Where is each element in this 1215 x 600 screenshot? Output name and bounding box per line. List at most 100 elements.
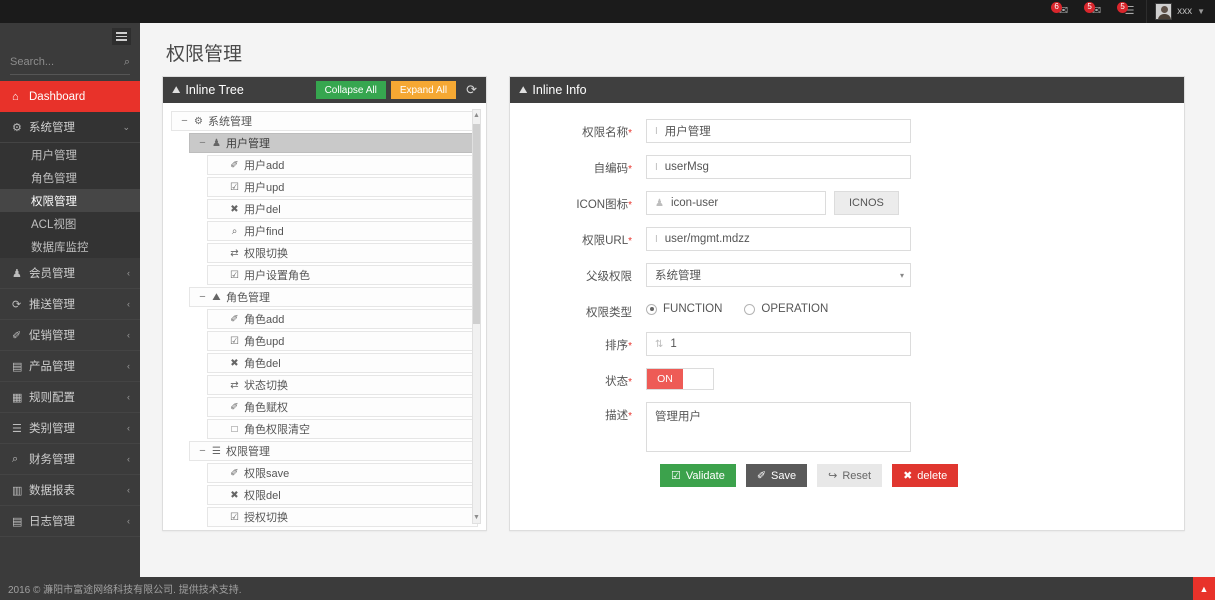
tree-node[interactable]: □ 角色权限清空 xyxy=(207,419,478,439)
tree-node[interactable]: − ☰ 权限管理 xyxy=(189,441,478,461)
tree-node[interactable]: − ⚙ 系统管理 xyxy=(171,111,478,131)
tree-node[interactable]: ⇄ 权限切换 xyxy=(207,243,478,263)
notification-badge: 6 xyxy=(1051,2,1063,13)
icon-input[interactable] xyxy=(670,197,825,209)
label-url: 权限URL* xyxy=(510,227,646,248)
tree-node[interactable]: − ⛰ 角色管理 xyxy=(189,287,478,307)
icnos-button[interactable]: ICNOS xyxy=(834,191,899,215)
tree-node[interactable]: ☑ 用户upd xyxy=(207,177,478,197)
tree-toggle-icon[interactable]: − xyxy=(199,445,206,457)
sidebar-subitem-1[interactable]: 角色管理 xyxy=(31,172,77,185)
label-status: 状态* xyxy=(510,368,646,389)
sort-field[interactable]: ⇅ xyxy=(646,332,911,356)
sidebar-subitem-2[interactable]: 权限管理 xyxy=(0,189,140,212)
tree-node[interactable]: ☑ 角色upd xyxy=(207,331,478,351)
sidebar-item-9[interactable]: ▥ 数据报表 ‹ xyxy=(0,475,140,506)
code-input[interactable] xyxy=(664,161,902,173)
expand-all-button[interactable]: Expand All xyxy=(390,81,457,99)
sidebar-item-3[interactable]: ⟳ 推送管理 ‹ xyxy=(0,289,140,320)
sidebar-item-4[interactable]: ✐ 促销管理 ‹ xyxy=(0,320,140,351)
scroll-up-icon[interactable]: ▲ xyxy=(473,112,480,119)
tree-node[interactable]: ✐ 权限save xyxy=(207,463,478,483)
tree-scrollbar[interactable]: ▲ ▼ xyxy=(472,109,481,524)
sidebar-item-0[interactable]: ⌂ Dashboard xyxy=(0,81,140,112)
hamburger-icon[interactable] xyxy=(112,28,131,45)
permission-type-radio-group: FUNCTION OPERATION xyxy=(646,299,828,315)
tree-toggle-icon[interactable]: − xyxy=(199,291,206,303)
tree-node[interactable]: ⇄ 状态切换 xyxy=(207,375,478,395)
sidebar-subitem-4[interactable]: 数据库监控 xyxy=(31,241,89,254)
tree-node[interactable]: ✖ 用户del xyxy=(207,199,478,219)
tree-node[interactable]: − ♟ 用户管理 xyxy=(189,133,478,153)
url-field[interactable]: I xyxy=(646,227,911,251)
chevron-icon: ‹ xyxy=(127,454,130,464)
sidebar-subitem-0[interactable]: 用户管理 xyxy=(31,149,77,162)
delete-button[interactable]: ✖ delete xyxy=(892,464,959,487)
bell-icon[interactable]: ✉ 5 xyxy=(1080,0,1113,23)
field-row-code: 自编码* I xyxy=(510,155,1184,179)
sidebar-item-6[interactable]: ▦ 规则配置 ‹ xyxy=(0,382,140,413)
scroll-down-icon[interactable]: ▼ xyxy=(473,514,480,521)
search-icon[interactable]: ⌕ xyxy=(123,55,130,68)
name-field[interactable]: I xyxy=(646,119,911,143)
user-menu[interactable]: xxx ▼ xyxy=(1146,0,1215,23)
tree-node-label: 权限del xyxy=(244,490,281,502)
tree-node-label: 用户find xyxy=(244,226,284,238)
scrollbar-thumb[interactable] xyxy=(473,124,480,324)
label-type: 权限类型 xyxy=(510,299,646,320)
description-textarea[interactable] xyxy=(646,402,911,452)
sidebar-item-icon: ▦ xyxy=(12,391,23,404)
sidebar-item-2[interactable]: ♟ 会员管理 ‹ xyxy=(0,258,140,289)
save-button[interactable]: ✐ Save xyxy=(745,464,808,487)
tree-node-icon: ✖ xyxy=(230,203,239,215)
reset-button[interactable]: ↪ Reset xyxy=(817,464,883,487)
url-input[interactable] xyxy=(664,233,902,245)
icon-field[interactable]: ♟ xyxy=(646,191,826,215)
sidebar-item-7[interactable]: ☰ 类别管理 ‹ xyxy=(0,413,140,444)
envelope-icon[interactable]: ✉ 6 xyxy=(1047,0,1080,23)
reset-label: Reset xyxy=(842,469,872,482)
sort-input[interactable] xyxy=(670,338,902,350)
top-bar-icons: ✉ 6 ✉ 5 ☰ 5 xyxy=(1047,0,1146,23)
tree-node[interactable]: ✖ 权限del xyxy=(207,485,478,505)
tree-node-label: 角色upd xyxy=(244,336,285,348)
tree-node-icon: ☰ xyxy=(212,445,221,457)
search-input[interactable] xyxy=(10,56,110,68)
label-sort: 排序* xyxy=(510,332,646,353)
envelope-icon-glyph: ✉ xyxy=(1058,5,1069,17)
tree-node[interactable]: ⌕ 用户find xyxy=(207,221,478,241)
tree-node-icon: ✐ xyxy=(230,313,239,325)
name-input[interactable] xyxy=(664,125,902,137)
tree-node[interactable]: ✐ 角色add xyxy=(207,309,478,329)
sidebar-item-8[interactable]: ⌕ 财务管理 ‹ xyxy=(0,444,140,475)
sidebar-subitem-3[interactable]: ACL视图 xyxy=(31,218,77,231)
sidebar-item-1[interactable]: ⚙ 系统管理 ⌄ xyxy=(0,112,140,143)
form-panel-title-label: Inline Info xyxy=(532,83,587,97)
sidebar-item-icon: ⌂ xyxy=(12,90,19,103)
label-url-text: 权限URL xyxy=(582,235,629,247)
tree-toggle-icon[interactable]: − xyxy=(199,137,206,149)
tree-node[interactable]: ☑ 授权切换 xyxy=(207,507,478,527)
tree-node[interactable]: ✐ 用户add xyxy=(207,155,478,175)
tree-node[interactable]: ☑ 用户设置角色 xyxy=(207,265,478,285)
chevron-icon: ‹ xyxy=(127,485,130,495)
radio-function[interactable]: FUNCTION xyxy=(646,303,722,315)
status-toggle[interactable]: ON xyxy=(646,368,714,390)
refresh-icon[interactable]: ⟳ xyxy=(463,82,480,98)
sidebar-item-10[interactable]: ▤ 日志管理 ‹ xyxy=(0,506,140,537)
parent-permission-select[interactable]: 系统管理 ▾ xyxy=(646,263,911,287)
collapse-all-button[interactable]: Collapse All xyxy=(315,81,386,99)
code-field[interactable]: I xyxy=(646,155,911,179)
sidebar-search[interactable]: ⌕ xyxy=(10,50,130,75)
sidebar-item-5[interactable]: ▤ 产品管理 ‹ xyxy=(0,351,140,382)
scroll-to-top-button[interactable]: ▲ xyxy=(1193,577,1215,600)
validate-button[interactable]: ☑ Validate xyxy=(660,464,736,487)
tree-node[interactable]: ✐ 角色赋权 xyxy=(207,397,478,417)
tasks-icon[interactable]: ☰ 5 xyxy=(1113,0,1146,23)
tree-toggle-icon[interactable]: − xyxy=(181,115,188,127)
required-mark: * xyxy=(628,236,632,247)
username-label: xxx xyxy=(1177,6,1193,17)
tree-node[interactable]: ✖ 角色del xyxy=(207,353,478,373)
text-cursor-icon: I xyxy=(655,125,658,137)
radio-operation[interactable]: OPERATION xyxy=(744,303,828,315)
